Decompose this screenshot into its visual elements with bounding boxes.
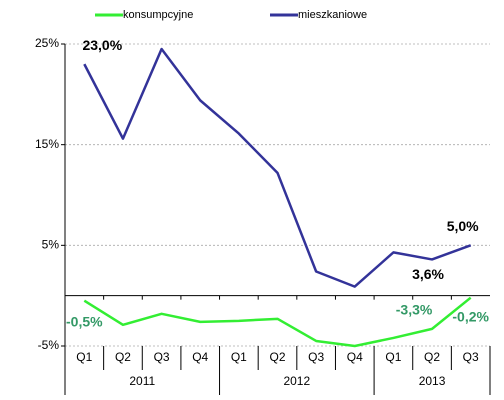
- x-tick-label: Q3: [308, 350, 324, 364]
- data-label: 5,0%: [447, 218, 479, 234]
- series-line: [83, 296, 472, 348]
- x-tick-label: Q1: [231, 350, 247, 364]
- data-label: -0,5%: [66, 313, 103, 329]
- x-group-label: 2012: [283, 374, 310, 388]
- y-tick-label: 25%: [35, 36, 59, 50]
- x-tick-label: Q1: [76, 350, 92, 364]
- x-tick-label: Q3: [154, 350, 170, 364]
- x-tick-label: Q3: [463, 350, 479, 364]
- y-tick-label: 5%: [42, 238, 60, 252]
- x-tick-label: Q4: [192, 350, 208, 364]
- x-tick-label: Q1: [385, 350, 401, 364]
- x-tick-label: Q4: [347, 350, 363, 364]
- data-label: 23,0%: [82, 37, 122, 53]
- data-label: 3,6%: [412, 266, 444, 282]
- data-label: -0,2%: [452, 308, 489, 324]
- x-tick-label: Q2: [424, 350, 440, 364]
- y-tick-label: -5%: [38, 338, 60, 352]
- x-tick-label: Q2: [115, 350, 131, 364]
- x-group-label: 2011: [129, 374, 155, 388]
- legend-label: mieszkaniowe: [298, 9, 367, 21]
- y-tick-label: 15%: [35, 137, 59, 151]
- x-group-label: 2013: [419, 374, 446, 388]
- x-tick-label: Q2: [269, 350, 285, 364]
- legend-label: konsumpcyjne: [123, 9, 193, 21]
- data-label: -3,3%: [396, 302, 433, 318]
- series-line: [83, 47, 472, 288]
